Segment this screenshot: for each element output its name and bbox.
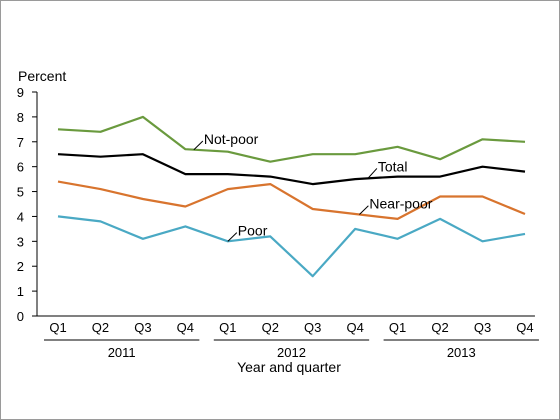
x-tick-label: Q2 — [262, 320, 279, 335]
x-tick-label: Q1 — [389, 320, 406, 335]
series-lines — [57, 115, 526, 278]
x-ticks: Q1 Q2 Q3 Q4 Q1 Q2 Q3 Q4 Q1 Q2 Q3 Q4 — [49, 320, 533, 335]
x-tick-label: Q3 — [134, 320, 151, 335]
y-tick-label: 7 — [17, 135, 24, 150]
series-line-near-poor — [57, 180, 526, 220]
series-line-poor — [57, 215, 526, 278]
y-tick-label: 4 — [17, 209, 24, 224]
x-tick-label: Q2 — [92, 320, 109, 335]
series-label-leader — [193, 140, 204, 151]
series-line-not-poor — [57, 115, 526, 163]
y-tick-label: 9 — [17, 85, 24, 100]
series-label-leader — [367, 168, 378, 179]
y-tick-label: 1 — [17, 284, 24, 299]
year-label: 2011 — [108, 345, 136, 360]
x-tick-label: Q4 — [177, 320, 194, 335]
y-tick-label: 8 — [17, 110, 24, 125]
x-tick-label: Q4 — [516, 320, 533, 335]
y-tick-label: 3 — [17, 234, 24, 249]
series-label-leader — [359, 205, 369, 215]
year-label: 2013 — [447, 345, 476, 360]
y-tick-label: 6 — [17, 160, 24, 175]
year-groups: 2011 2012 2013 — [44, 339, 539, 360]
y-tick-label: 0 — [17, 309, 24, 324]
y-ticks: 0 1 2 3 4 5 6 7 8 9 — [17, 85, 37, 324]
series-line-total — [57, 153, 526, 186]
x-tick-label: Q3 — [474, 320, 491, 335]
y-axis-label: Percent — [18, 68, 66, 84]
series-label: Poor — [238, 223, 268, 239]
x-axis-label: Year and quarter — [237, 359, 341, 375]
series-labels: Not-poor Total Near-poor Poor — [193, 131, 433, 242]
axes — [36, 92, 535, 317]
x-tick-label: Q1 — [49, 320, 66, 335]
x-tick-label: Q4 — [346, 320, 363, 335]
series-label: Near-poor — [369, 196, 432, 212]
x-tick-label: Q1 — [219, 320, 236, 335]
series-label-leader — [227, 232, 238, 242]
y-tick-label: 2 — [17, 259, 24, 274]
series-label: Not-poor — [204, 131, 259, 147]
x-tick-label: Q3 — [304, 320, 321, 335]
x-tick-label: Q2 — [431, 320, 448, 335]
y-tick-label: 5 — [17, 185, 24, 200]
series-label: Total — [378, 158, 408, 174]
year-label: 2012 — [277, 345, 306, 360]
